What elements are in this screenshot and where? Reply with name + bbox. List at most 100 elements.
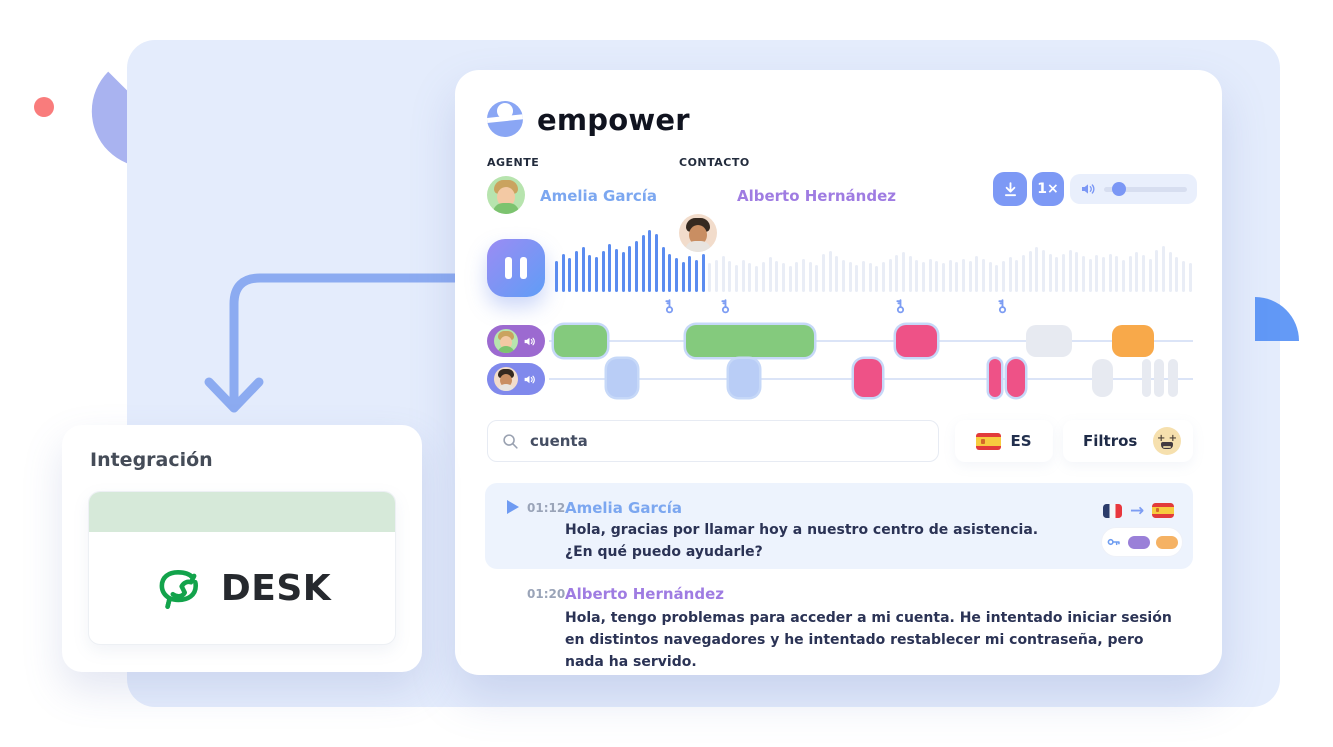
waveform-bar — [1148, 259, 1152, 292]
filters-button[interactable]: Filtros + + — [1063, 420, 1193, 462]
waveform-bar — [901, 252, 905, 292]
desk-integration-tile[interactable]: DESK — [88, 491, 396, 645]
contact-avatar — [679, 214, 717, 252]
waveform-bar — [988, 262, 992, 292]
waveform-bar — [555, 261, 558, 292]
speaker-segment-gray[interactable] — [1142, 359, 1151, 397]
download-button[interactable] — [993, 172, 1027, 206]
speaker-segment-green[interactable] — [554, 325, 607, 357]
waveform-bar — [621, 252, 625, 292]
transcript-text-line: Hola, gracias por llamar hoy a nuestro c… — [565, 522, 1039, 538]
waveform-bar — [815, 265, 819, 292]
play-button[interactable] — [507, 500, 519, 514]
speaker-segment-blue[interactable] — [607, 359, 637, 397]
spain-flag-icon — [1152, 503, 1175, 518]
waveform-bar — [841, 260, 845, 292]
waveform-bar — [921, 262, 925, 292]
speaker-segment-gray[interactable] — [1026, 325, 1072, 357]
waveform-bar — [888, 259, 892, 292]
speaker-segment-pink[interactable] — [896, 325, 937, 357]
waveform-bar — [1128, 256, 1132, 292]
volume-slider-thumb[interactable] — [1111, 181, 1126, 196]
waveform-bar — [788, 266, 792, 292]
connector-arrow — [204, 273, 490, 413]
waveform-bar — [895, 255, 899, 292]
speaker-segment-pink[interactable] — [989, 359, 1001, 397]
volume-slider[interactable] — [1104, 181, 1187, 196]
call-player-card: empower AGENTE CONTACTO Amelia García Al… — [455, 70, 1222, 675]
keyword-marker-key-icon[interactable] — [996, 298, 1009, 318]
keyword-chip-orange — [1156, 535, 1178, 549]
sentiment-bot-icon[interactable]: + + — [1153, 427, 1181, 455]
waveform-bar — [995, 265, 999, 292]
speaker-icon — [1082, 184, 1095, 194]
empower-logo-icon — [487, 101, 523, 137]
waveform-bar — [715, 260, 719, 292]
keyword-marker-key-icon[interactable] — [894, 298, 907, 318]
waveform-bar — [881, 262, 885, 292]
translation-badge: → — [1103, 500, 1175, 521]
waveform-bar — [741, 260, 745, 292]
transcript-text-line: ¿En qué puedo ayudarle? — [565, 544, 763, 560]
speaker-segment-orange[interactable] — [1112, 325, 1154, 357]
waveform-bar — [928, 259, 932, 292]
transcript-row[interactable] — [485, 483, 1193, 569]
language-button[interactable]: ES — [955, 420, 1053, 462]
translation-arrow-icon: → — [1130, 500, 1145, 521]
waveform-bar — [1102, 257, 1106, 292]
decor-red-dot — [34, 97, 54, 117]
waveform-bar — [848, 262, 852, 292]
agent-track-line — [549, 340, 1193, 342]
contact-track-pill[interactable] — [487, 363, 545, 395]
agent-label: AGENTE — [487, 156, 540, 169]
waveform[interactable] — [555, 230, 1193, 292]
spain-flag-icon — [976, 432, 1002, 450]
agent-track-pill[interactable] — [487, 325, 545, 357]
waveform-bar — [781, 263, 785, 292]
playback-speed-button[interactable]: 1× — [1032, 172, 1064, 206]
waveform-bar — [668, 254, 672, 292]
waveform-bar — [982, 259, 985, 292]
keyword-marker-key-icon[interactable] — [719, 298, 732, 318]
waveform-bar — [761, 262, 765, 292]
waveform-bar — [1048, 254, 1052, 292]
waveform-bar — [635, 241, 639, 292]
waveform-bar — [861, 261, 865, 292]
speaker-segment-pink[interactable] — [1007, 359, 1025, 397]
waveform-bar — [1168, 252, 1172, 292]
speaker-segment-blue[interactable] — [729, 359, 759, 397]
speaker-name: Amelia García — [565, 499, 683, 517]
waveform-bar — [961, 259, 965, 292]
speaker-segment-gray[interactable] — [1168, 359, 1178, 397]
speaker-segment-gray[interactable] — [1154, 359, 1164, 397]
search-input[interactable] — [530, 432, 924, 450]
decor-quarter-circle — [1255, 297, 1299, 341]
agent-avatar — [487, 176, 525, 214]
waveform-bar — [915, 260, 919, 292]
timestamp: 01:12 — [527, 501, 566, 515]
waveform-bar — [1028, 251, 1032, 292]
waveform-bar — [601, 251, 605, 292]
waveform-bar — [1022, 255, 1026, 292]
waveform-bar — [908, 256, 912, 292]
waveform-bar — [728, 261, 732, 292]
keyword-marker-key-icon[interactable] — [663, 298, 676, 318]
waveform-bar — [955, 262, 959, 292]
waveform-bar — [1002, 261, 1006, 292]
waveform-bar — [1088, 259, 1092, 292]
waveform-bar — [948, 260, 952, 292]
contact-name: Alberto Hernández — [737, 187, 897, 205]
speaker-segment-green[interactable] — [686, 325, 814, 357]
contact-track-avatar — [494, 367, 518, 391]
volume-control[interactable] — [1070, 174, 1197, 204]
timestamp: 01:20 — [527, 587, 566, 601]
play-pause-button[interactable] — [487, 239, 545, 297]
speaker-segment-pink[interactable] — [854, 359, 882, 397]
integration-title: Integración — [90, 449, 213, 471]
waveform-bar — [1075, 252, 1079, 292]
waveform-bar — [875, 266, 879, 292]
speaker-segment-gray[interactable] — [1092, 359, 1113, 397]
waveform-bar — [1108, 254, 1112, 292]
waveform-bar — [1175, 257, 1179, 292]
